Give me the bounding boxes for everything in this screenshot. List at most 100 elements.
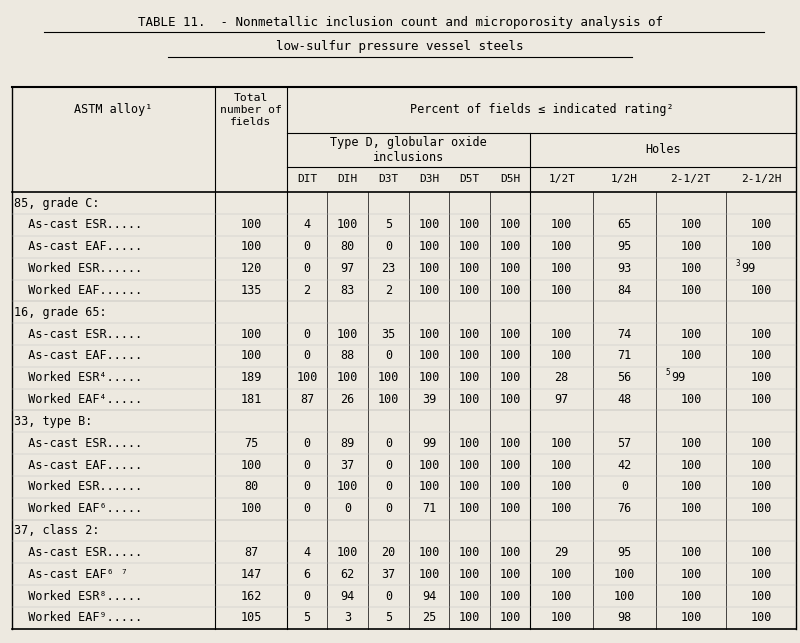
Text: 100: 100 bbox=[458, 437, 480, 449]
Text: 4: 4 bbox=[303, 546, 310, 559]
Text: 76: 76 bbox=[618, 502, 631, 515]
Text: 100: 100 bbox=[418, 219, 439, 231]
Text: 100: 100 bbox=[750, 568, 772, 581]
Text: 100: 100 bbox=[418, 240, 439, 253]
Text: 100: 100 bbox=[458, 502, 480, 515]
Text: 71: 71 bbox=[422, 502, 436, 515]
Text: 100: 100 bbox=[418, 480, 439, 493]
Text: 100: 100 bbox=[499, 262, 521, 275]
Text: 100: 100 bbox=[240, 458, 262, 471]
Text: 100: 100 bbox=[750, 349, 772, 363]
Text: 100: 100 bbox=[680, 437, 702, 449]
Text: 100: 100 bbox=[680, 328, 702, 341]
Text: 0: 0 bbox=[303, 240, 310, 253]
Text: 181: 181 bbox=[240, 393, 262, 406]
Text: 62: 62 bbox=[341, 568, 355, 581]
Text: 100: 100 bbox=[499, 611, 521, 624]
Text: 6: 6 bbox=[303, 568, 310, 581]
Text: 100: 100 bbox=[499, 437, 521, 449]
Text: 97: 97 bbox=[341, 262, 355, 275]
Text: 100: 100 bbox=[750, 371, 772, 385]
Text: 100: 100 bbox=[750, 219, 772, 231]
Text: 100: 100 bbox=[680, 284, 702, 297]
Text: As-cast ESR.....: As-cast ESR..... bbox=[14, 546, 142, 559]
Text: 100: 100 bbox=[750, 240, 772, 253]
Text: Worked EAF⁴.....: Worked EAF⁴..... bbox=[14, 393, 142, 406]
Text: 0: 0 bbox=[385, 437, 392, 449]
Text: 100: 100 bbox=[240, 328, 262, 341]
Text: 100: 100 bbox=[551, 437, 573, 449]
Text: 100: 100 bbox=[680, 611, 702, 624]
Text: 100: 100 bbox=[499, 502, 521, 515]
Text: Worked EAF......: Worked EAF...... bbox=[14, 284, 142, 297]
Text: 100: 100 bbox=[680, 349, 702, 363]
Text: 100: 100 bbox=[499, 328, 521, 341]
Text: 5: 5 bbox=[385, 219, 392, 231]
Text: 100: 100 bbox=[614, 568, 635, 581]
Text: 0: 0 bbox=[344, 502, 351, 515]
Text: Total
number of
fields: Total number of fields bbox=[220, 93, 282, 127]
Text: 75: 75 bbox=[244, 437, 258, 449]
Text: 100: 100 bbox=[337, 371, 358, 385]
Text: 95: 95 bbox=[618, 546, 631, 559]
Text: 95: 95 bbox=[618, 240, 631, 253]
Text: 80: 80 bbox=[341, 240, 355, 253]
Text: 100: 100 bbox=[750, 393, 772, 406]
Text: 100: 100 bbox=[458, 240, 480, 253]
Text: Percent of fields ≤ indicated rating²: Percent of fields ≤ indicated rating² bbox=[410, 104, 674, 116]
Text: Holes: Holes bbox=[646, 143, 681, 156]
Text: 100: 100 bbox=[418, 546, 439, 559]
Text: 100: 100 bbox=[418, 328, 439, 341]
Text: 0: 0 bbox=[303, 328, 310, 341]
Text: 100: 100 bbox=[240, 240, 262, 253]
Text: 100: 100 bbox=[551, 219, 573, 231]
Text: 100: 100 bbox=[499, 240, 521, 253]
Text: 56: 56 bbox=[618, 371, 631, 385]
Text: 100: 100 bbox=[614, 590, 635, 602]
Text: DIH: DIH bbox=[338, 174, 358, 185]
Text: 23: 23 bbox=[381, 262, 395, 275]
Text: 100: 100 bbox=[750, 546, 772, 559]
Text: 100: 100 bbox=[680, 546, 702, 559]
Text: 25: 25 bbox=[422, 611, 436, 624]
Text: 100: 100 bbox=[458, 284, 480, 297]
Text: D5H: D5H bbox=[500, 174, 520, 185]
Text: 100: 100 bbox=[750, 502, 772, 515]
Text: 84: 84 bbox=[618, 284, 631, 297]
Text: 189: 189 bbox=[240, 371, 262, 385]
Text: TABLE 11.  - Nonmetallic inclusion count and microporosity analysis of: TABLE 11. - Nonmetallic inclusion count … bbox=[138, 16, 662, 29]
Text: 100: 100 bbox=[418, 568, 439, 581]
Text: 2-1/2H: 2-1/2H bbox=[741, 174, 782, 185]
Text: 100: 100 bbox=[680, 568, 702, 581]
Text: 100: 100 bbox=[551, 240, 573, 253]
Text: 57: 57 bbox=[618, 437, 631, 449]
Text: 100: 100 bbox=[418, 262, 439, 275]
Text: 100: 100 bbox=[680, 393, 702, 406]
Text: 100: 100 bbox=[750, 458, 772, 471]
Text: 100: 100 bbox=[458, 328, 480, 341]
Text: ASTM alloy¹: ASTM alloy¹ bbox=[74, 104, 153, 116]
Text: 42: 42 bbox=[618, 458, 631, 471]
Text: 3: 3 bbox=[735, 259, 740, 268]
Text: 100: 100 bbox=[750, 590, 772, 602]
Text: 100: 100 bbox=[680, 262, 702, 275]
Text: 100: 100 bbox=[337, 480, 358, 493]
Text: 0: 0 bbox=[385, 458, 392, 471]
Text: Worked ESR......: Worked ESR...... bbox=[14, 262, 142, 275]
Text: Worked ESR⁸.....: Worked ESR⁸..... bbox=[14, 590, 142, 602]
Text: 94: 94 bbox=[422, 590, 436, 602]
Text: 0: 0 bbox=[385, 480, 392, 493]
Text: 100: 100 bbox=[680, 502, 702, 515]
Text: 48: 48 bbox=[618, 393, 631, 406]
Text: 98: 98 bbox=[618, 611, 631, 624]
Text: 100: 100 bbox=[458, 262, 480, 275]
Text: 100: 100 bbox=[499, 219, 521, 231]
Text: 100: 100 bbox=[551, 262, 573, 275]
Text: 100: 100 bbox=[378, 393, 399, 406]
Text: 100: 100 bbox=[551, 458, 573, 471]
Text: DIT: DIT bbox=[297, 174, 318, 185]
Text: 100: 100 bbox=[458, 371, 480, 385]
Text: 37: 37 bbox=[341, 458, 355, 471]
Text: 0: 0 bbox=[303, 437, 310, 449]
Text: 88: 88 bbox=[341, 349, 355, 363]
